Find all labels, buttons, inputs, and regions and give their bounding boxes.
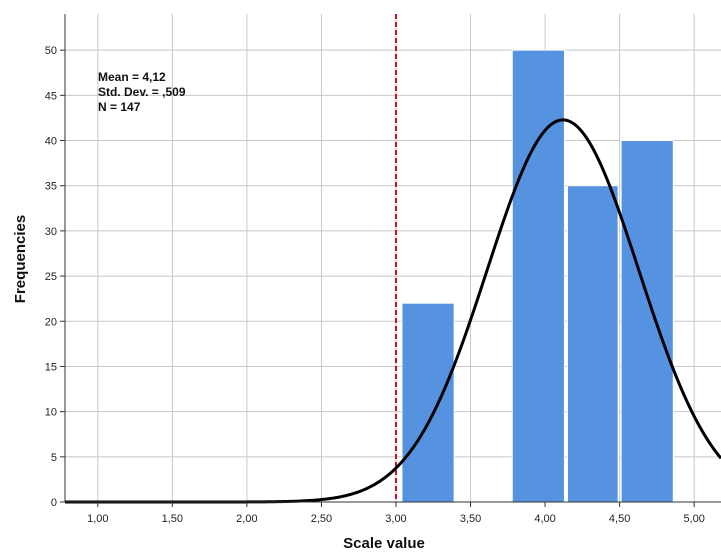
stat-std-dev: Std. Dev. = ,509 <box>98 85 186 99</box>
y-tick-label-2: 10 <box>45 407 57 419</box>
x-tick-label-3: 2,50 <box>311 513 332 525</box>
x-axis-title: Scale value <box>343 535 425 552</box>
histogram-bars <box>401 49 674 503</box>
histogram-bar-1 <box>511 49 565 503</box>
x-tick-label-6: 4,00 <box>534 513 555 525</box>
histogram-bar-2 <box>566 185 619 503</box>
y-tick-label-6: 30 <box>45 226 57 238</box>
y-tick-label-0: 0 <box>51 497 57 509</box>
y-axis-title: Frequencies <box>12 215 29 303</box>
histogram-bar-0 <box>401 302 455 503</box>
x-tick-label-7: 4,50 <box>609 513 630 525</box>
x-tick-label-1: 1,50 <box>162 513 183 525</box>
stat-n: N = 147 <box>98 100 141 114</box>
y-tick-label-7: 35 <box>45 181 57 193</box>
x-tick-label-8: 5,00 <box>683 513 704 525</box>
x-tick-label-4: 3,00 <box>385 513 406 525</box>
y-tick-label-8: 40 <box>45 136 57 148</box>
tick-labels: 1,00 1,50 2,00 2,50 3,00 3,50 4,00 4,50 5,00 0 5 10… <box>45 45 705 525</box>
axes <box>60 14 721 507</box>
histogram-bar-3 <box>620 140 674 503</box>
y-tick-label-4: 20 <box>45 316 57 328</box>
x-tick-label-2: 2,00 <box>236 513 257 525</box>
y-tick-label-3: 15 <box>45 361 57 373</box>
x-tick-label-0: 1,00 <box>87 513 108 525</box>
y-tick-label-9: 45 <box>45 90 57 102</box>
x-tick-label-5: 3,50 <box>460 513 481 525</box>
y-tick-label-1: 5 <box>51 452 57 464</box>
y-tick-label-10: 50 <box>45 45 57 57</box>
stat-mean: Mean = 4,12 <box>98 70 166 84</box>
y-tick-label-5: 25 <box>45 271 57 283</box>
